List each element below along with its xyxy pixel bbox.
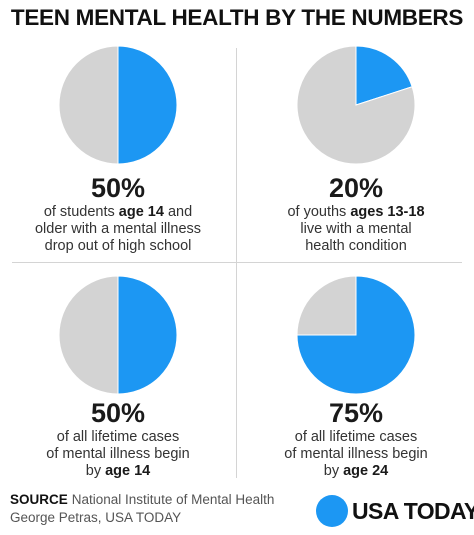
stat-description: of all lifetime cases of mental illness … xyxy=(284,429,428,479)
pie-chart-dropout xyxy=(58,45,178,165)
pie-chart-onset-14 xyxy=(58,275,178,395)
pie-slice-highlight xyxy=(117,45,178,165)
stat-panel-youths: 20% of youths ages 13-18 live with a men… xyxy=(238,45,474,260)
percent-label: 50% xyxy=(90,398,146,428)
source-text: National Institute of Mental Health xyxy=(71,492,275,507)
pie-chart-youths xyxy=(296,45,416,165)
pie-slice-remainder xyxy=(296,275,357,336)
stat-description: of all lifetime cases of mental illness … xyxy=(46,429,190,479)
credit-text: George Petras, USA TODAY xyxy=(10,510,182,525)
stat-description: of students age 14 and older with a ment… xyxy=(34,204,202,254)
usa-today-logo: USA TODAY xyxy=(352,498,474,524)
source-note: SOURCE National Institute of Mental Healt… xyxy=(10,491,274,527)
vertical-divider xyxy=(236,48,237,478)
pie-slice-highlight xyxy=(355,45,413,106)
stat-panel-onset-24: 75% of all lifetime cases of mental illn… xyxy=(238,275,474,480)
percent-label: 20% xyxy=(328,173,384,203)
pie-chart-onset-24 xyxy=(296,275,416,395)
source-label: SOURCE xyxy=(10,492,68,507)
pie-slice-highlight xyxy=(117,275,178,395)
horizontal-divider xyxy=(12,262,462,263)
percent-label: 75% xyxy=(328,398,384,428)
usa-today-logo-dot-icon xyxy=(316,495,348,527)
percent-label: 50% xyxy=(90,173,146,203)
pie-slice-remainder xyxy=(296,45,416,165)
pie-slice-remainder xyxy=(58,275,119,395)
pie-slice-remainder xyxy=(58,45,119,165)
pie-slice-highlight xyxy=(296,275,416,395)
infographic-title: TEEN MENTAL HEALTH BY THE NUMBERS xyxy=(10,5,464,30)
stat-description: of youths ages 13-18 live with a mental … xyxy=(287,204,425,254)
stat-panel-dropout: 50% of students age 14 and older with a … xyxy=(0,45,236,260)
stat-panel-onset-14: 50% of all lifetime cases of mental illn… xyxy=(0,275,236,480)
